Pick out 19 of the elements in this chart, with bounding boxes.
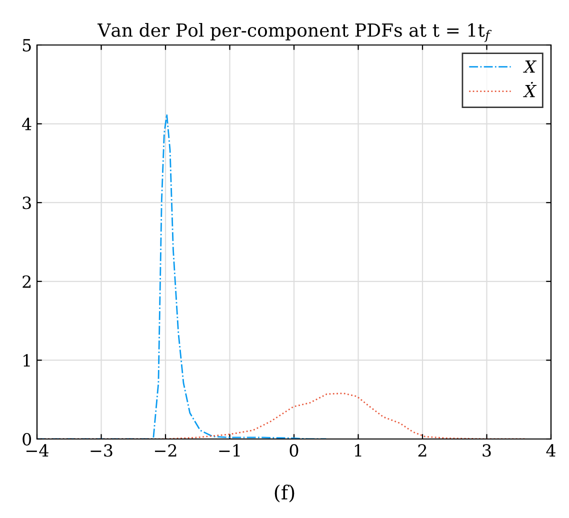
y-tick-label: 0	[22, 432, 32, 446]
x-tick-label: 2	[418, 444, 426, 457]
y-tick-label: 5	[22, 39, 31, 52]
x-tick-label: −1	[219, 444, 240, 457]
x-tick-label: 4	[546, 444, 556, 457]
x-tick-label: 0	[290, 444, 298, 457]
x-tick-label: −2	[154, 444, 176, 457]
chart-title: Van der Pol per-component PDFs at t = 1t$_{f}$	[97, 22, 492, 42]
y-tick-label: 4	[22, 118, 32, 130]
x-tick-label: −4	[26, 444, 48, 457]
legend-label: Ẋ	[523, 82, 537, 98]
x-tick-label: 1	[354, 444, 362, 457]
legend-label: X	[523, 60, 537, 73]
x-tick-label: 3	[482, 444, 491, 457]
text: (f)	[274, 484, 294, 502]
y-tick-label: 2	[22, 275, 31, 288]
x-tick-label: −3	[90, 444, 112, 457]
y-tick-label: 1	[24, 354, 30, 367]
y-tick-label: 3	[22, 196, 31, 210]
